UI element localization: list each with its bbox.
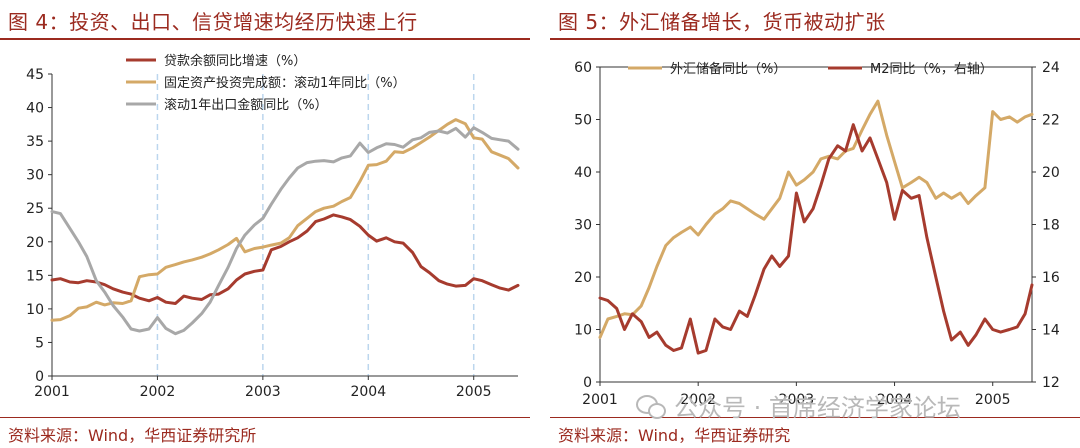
series-line-0 bbox=[598, 99, 1034, 339]
y2-tick-label-5: 22 bbox=[1042, 113, 1060, 129]
x-tick-label-3: 2004 bbox=[877, 392, 913, 408]
y2-tick-label-0: 12 bbox=[1042, 375, 1060, 391]
y-tick-label-9: 45 bbox=[26, 67, 44, 83]
figure-5-chart: 0 10 20 30 40 50 60 12 14 16 18 20 22 24 2001 2002 2003 2… bbox=[574, 60, 1060, 408]
y-tick-label-7: 35 bbox=[26, 134, 44, 150]
figure-5-title: 图 5：外汇储备增长，货币被动扩张 bbox=[558, 10, 886, 34]
legend-label-1: 固定资产投资完成额：滚动1年同比（%） bbox=[164, 75, 406, 91]
x-tick-label-4: 2005 bbox=[975, 392, 1011, 408]
y2-tick-label-3: 18 bbox=[1042, 218, 1060, 234]
y2-tick-label-4: 20 bbox=[1042, 165, 1060, 181]
x-tick-label-1: 2002 bbox=[680, 392, 716, 408]
x-tick-label-0: 2001 bbox=[34, 384, 70, 400]
figure-4-source: 资料来源：Wind，华西证券研究所 bbox=[8, 426, 257, 445]
y-tick-label-0: 0 bbox=[35, 369, 44, 385]
y-tick-label-4: 40 bbox=[574, 165, 592, 181]
y-tick-label-6: 30 bbox=[26, 168, 44, 184]
legend-label-1: M2同比（%，右轴） bbox=[870, 62, 993, 77]
y-tick-label-4: 20 bbox=[26, 235, 44, 251]
figure-5-bottom-rule bbox=[550, 417, 1080, 418]
y-tick-label-1: 10 bbox=[574, 323, 592, 339]
x-tick-label-2: 2003 bbox=[779, 392, 815, 408]
x-tick-label-0: 2001 bbox=[582, 392, 618, 408]
y-tick-label-5: 25 bbox=[26, 201, 44, 217]
watermark: 公众号 · 首席经济学家论坛 bbox=[636, 388, 961, 423]
figure-4-panel: 图 4：投资、出口、信贷增速均经历快速上行 0 5 10 15 20 25 30 35 40 45… bbox=[0, 0, 530, 448]
figure-4-bottom-rule bbox=[0, 417, 530, 418]
plot-frame bbox=[599, 66, 1033, 383]
y-tick-label-1: 5 bbox=[35, 335, 44, 351]
y-tick-label-0: 0 bbox=[583, 375, 592, 391]
series-line-2 bbox=[50, 126, 520, 336]
legend-label-0: 贷款余额同比增速（%） bbox=[164, 53, 306, 69]
y-tick-label-2: 20 bbox=[574, 270, 592, 286]
y-tick-label-3: 15 bbox=[26, 268, 44, 284]
figure-5-source: 资料来源：Wind，华西证券研究 bbox=[558, 426, 791, 445]
legend-label-0: 外汇储备同比（%） bbox=[670, 61, 786, 77]
y-tick-label-5: 50 bbox=[574, 113, 592, 129]
y-tick-label-2: 10 bbox=[26, 302, 44, 318]
wechat-icon bbox=[636, 393, 666, 419]
y-tick-label-8: 40 bbox=[26, 101, 44, 117]
series-line-1 bbox=[598, 123, 1034, 355]
figure-4-top-rule bbox=[0, 38, 530, 40]
y2-tick-label-6: 24 bbox=[1042, 60, 1060, 76]
legend-label-2: 滚动1年出口金额同比（%） bbox=[164, 97, 328, 113]
figure-4-title: 图 4：投资、出口、信贷增速均经历快速上行 bbox=[8, 10, 418, 34]
x-tick-label-2: 2003 bbox=[245, 384, 281, 400]
y2-tick-label-1: 14 bbox=[1042, 323, 1060, 339]
watermark-text: 公众号 · 首席经济学家论坛 bbox=[674, 394, 961, 422]
figure-4-chart: 0 5 10 15 20 25 30 35 40 45 2001 2002 2003 2004 2005 贷款… bbox=[26, 53, 520, 400]
x-tick-label-4: 2005 bbox=[456, 384, 492, 400]
figure-5-panel: 图 5：外汇储备增长，货币被动扩张 0 10 20 30 40 50 60 12 14 16 18 2… bbox=[550, 0, 1080, 448]
x-tick-label-1: 2002 bbox=[140, 384, 176, 400]
y-tick-label-3: 30 bbox=[574, 218, 592, 234]
x-tick-label-3: 2004 bbox=[350, 384, 386, 400]
y2-tick-label-2: 16 bbox=[1042, 270, 1060, 286]
y-tick-label-6: 60 bbox=[574, 60, 592, 76]
series-line-0 bbox=[50, 213, 520, 305]
series-line-1 bbox=[50, 118, 520, 322]
figure-5-top-rule bbox=[550, 38, 1080, 40]
